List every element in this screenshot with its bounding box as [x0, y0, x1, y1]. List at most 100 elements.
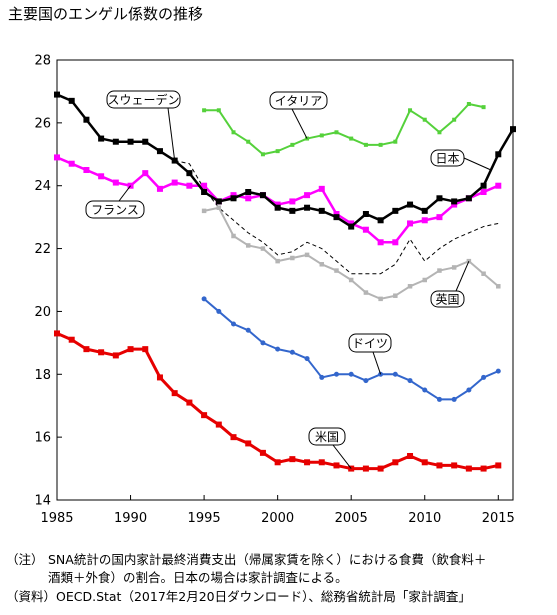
note-line-1: SNA統計の国内家計最終消費支出（帰属家賃を除く）における食費（飲食料＋: [48, 552, 487, 567]
data-point-usa: [304, 459, 311, 466]
callout-italy: イタリア: [269, 91, 328, 110]
callouts: スウェーデン イタリア 日本 フランス 英国 ドイツ 米国: [85, 90, 465, 446]
data-point-france: [245, 195, 252, 202]
data-point-france: [274, 201, 281, 208]
data-point-france: [68, 160, 75, 167]
data-point-france: [230, 192, 237, 199]
data-point-japan: [127, 138, 134, 145]
data-point-japan: [201, 189, 208, 195]
callout-usa: 米国: [308, 427, 346, 446]
x-tick-label: 1985: [40, 511, 73, 526]
data-point-italy: [260, 152, 265, 157]
data-point-usa: [259, 449, 266, 456]
data-point-uk: [407, 284, 413, 289]
data-point-japan: [68, 97, 75, 104]
data-point-japan: [230, 195, 237, 202]
data-point-italy: [466, 102, 471, 106]
plot-area-frame: [56, 59, 514, 501]
series-label-germany: ドイツ: [352, 337, 388, 351]
data-point-germany: [231, 321, 237, 327]
data-point-usa: [436, 462, 443, 469]
series-label-italy: イタリア: [275, 94, 323, 108]
data-point-japan: [407, 201, 414, 208]
data-point-usa: [333, 462, 340, 469]
series-line-italy: [204, 103, 484, 156]
data-point-japan: [289, 207, 296, 214]
data-point-germany: [201, 296, 207, 302]
y-tick-label: 18: [34, 368, 51, 383]
callout-box: [106, 90, 181, 109]
data-point-japan: [377, 217, 384, 224]
data-point-usa: [68, 336, 75, 343]
callout-france: フランス: [85, 200, 145, 219]
data-point-italy: [408, 108, 413, 113]
data-point-usa: [245, 440, 252, 447]
y-tick-label: 20: [34, 305, 51, 320]
callout-japan: 日本: [430, 149, 465, 167]
data-point-uk: [260, 246, 266, 251]
data-point-france: [156, 185, 163, 192]
data-point-france: [98, 173, 105, 180]
y-tick-label: 28: [34, 54, 51, 69]
data-point-usa: [289, 456, 296, 463]
data-point-japan: [480, 182, 487, 189]
callout-box: [348, 333, 392, 353]
data-point-usa: [318, 459, 325, 466]
data-point-uk: [363, 290, 369, 295]
data-point-japan: [436, 195, 443, 202]
x-tick-label: 1995: [188, 511, 221, 526]
callout-box: [85, 200, 145, 219]
callout-tails: [118, 107, 492, 469]
callout-tail-germany: [372, 351, 382, 375]
data-point-italy: [452, 117, 457, 122]
data-point-uk: [451, 265, 457, 270]
data-point-uk: [231, 233, 236, 239]
data-point-germany: [466, 387, 472, 393]
series-label-japan: 日本: [435, 152, 459, 166]
data-point-usa: [156, 374, 163, 381]
data-point-japan: [333, 214, 340, 221]
data-point-france: [201, 182, 208, 189]
data-point-uk: [201, 208, 207, 214]
data-point-uk: [393, 293, 398, 298]
data-point-germany: [363, 378, 369, 384]
data-point-japan: [186, 170, 193, 177]
callout-tail-uk: [455, 260, 470, 292]
data-point-italy: [231, 130, 236, 135]
data-point-japan: [421, 207, 428, 214]
data-point-usa: [230, 434, 237, 441]
data-point-usa: [274, 459, 281, 466]
callout-box: [308, 427, 346, 446]
series-label-france: フランス: [91, 203, 139, 217]
data-point-uk: [378, 296, 383, 302]
data-point-japan: [362, 211, 369, 217]
data-point-italy: [319, 133, 324, 138]
x-tick-label: 2000: [261, 511, 294, 526]
data-point-uk: [437, 268, 442, 273]
data-point-italy: [481, 105, 486, 110]
callout-box: [430, 149, 465, 167]
data-point-usa: [54, 330, 60, 337]
data-point-france: [304, 192, 311, 199]
callout-box: [430, 290, 465, 308]
data-point-germany: [407, 378, 413, 384]
data-point-germany: [392, 371, 398, 377]
data-point-germany: [495, 368, 501, 374]
data-point-italy: [202, 108, 207, 113]
data-point-italy: [363, 142, 368, 147]
data-point-usa: [186, 399, 193, 406]
data-point-germany: [245, 327, 251, 333]
callout-box: [269, 91, 328, 110]
data-point-italy: [437, 130, 442, 135]
callout-germany: ドイツ: [348, 333, 392, 353]
data-point-japan: [54, 91, 60, 98]
y-tick-label: 14: [34, 494, 51, 509]
data-point-usa: [465, 465, 472, 472]
x-tick-label: 2005: [335, 511, 368, 526]
callout-tail-italy: [291, 108, 308, 139]
data-point-france: [421, 217, 428, 224]
source-text: OECD.Stat（2017年2月20日ダウンロード）、総務省統計局「家計調査」: [56, 589, 471, 604]
callout-uk: 英国: [430, 290, 465, 308]
data-point-japan: [215, 198, 222, 205]
data-point-germany: [260, 340, 266, 346]
